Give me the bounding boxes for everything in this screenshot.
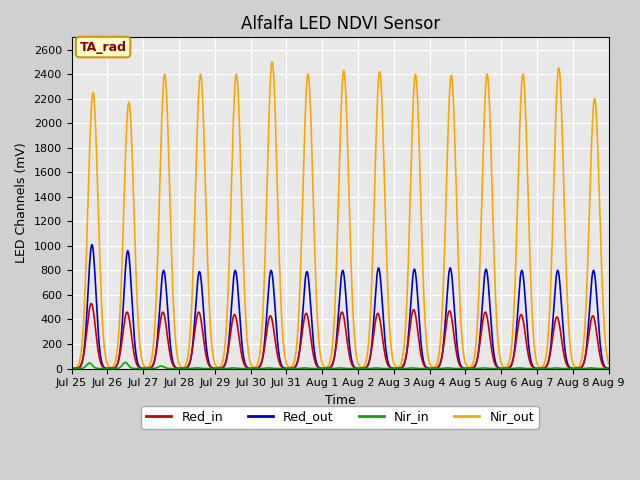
Nir_in (122, 360, 129, 365)
Red_in (129, 344, 137, 349)
Red_in (537, 366, 545, 372)
Red_in (297, 339, 305, 345)
Nir_out (161, 71, 168, 77)
Red_out (129, 315, 137, 321)
Nir_out (605, 360, 612, 366)
Nir_in (274, 366, 282, 372)
Line: Red_out: Red_out (72, 245, 609, 369)
Red_out (161, 272, 169, 278)
Red_in (595, 343, 602, 348)
Line: Red_in: Red_in (72, 303, 609, 369)
Nir_in (129, 365, 137, 371)
Nir_out (537, 365, 545, 371)
Red_out (68, 366, 76, 372)
Nir_in (68, 366, 76, 372)
Text: TA_rad: TA_rad (79, 41, 127, 54)
X-axis label: Time: Time (324, 394, 355, 407)
Title: Alfalfa LED NDVI Sensor: Alfalfa LED NDVI Sensor (241, 15, 440, 33)
Nir_out (268, 59, 276, 65)
Nir_in (605, 366, 612, 372)
Red_out (537, 366, 545, 372)
Red_out (274, 341, 282, 347)
Nir_in (161, 365, 169, 371)
Nir_out (297, 254, 305, 260)
Line: Nir_out: Nir_out (72, 62, 609, 369)
Red_in (605, 366, 612, 372)
Red_out (297, 333, 305, 339)
Nir_in (297, 365, 305, 371)
Red_in (161, 315, 169, 321)
Red_out (88, 242, 96, 248)
Nir_out (274, 200, 282, 205)
Nir_out (68, 366, 76, 372)
Nir_out (595, 162, 602, 168)
Red_in (68, 366, 76, 372)
Red_out (595, 318, 602, 324)
Nir_in (595, 366, 602, 372)
Legend: Red_in, Red_out, Nir_in, Nir_out: Red_in, Red_out, Nir_in, Nir_out (141, 406, 539, 429)
Nir_in (537, 366, 545, 372)
Red_out (605, 366, 612, 372)
Nir_out (129, 170, 136, 176)
Y-axis label: LED Channels (mV): LED Channels (mV) (15, 143, 28, 264)
Line: Nir_in: Nir_in (72, 362, 609, 369)
Red_in (274, 353, 282, 359)
Red_in (88, 300, 95, 306)
